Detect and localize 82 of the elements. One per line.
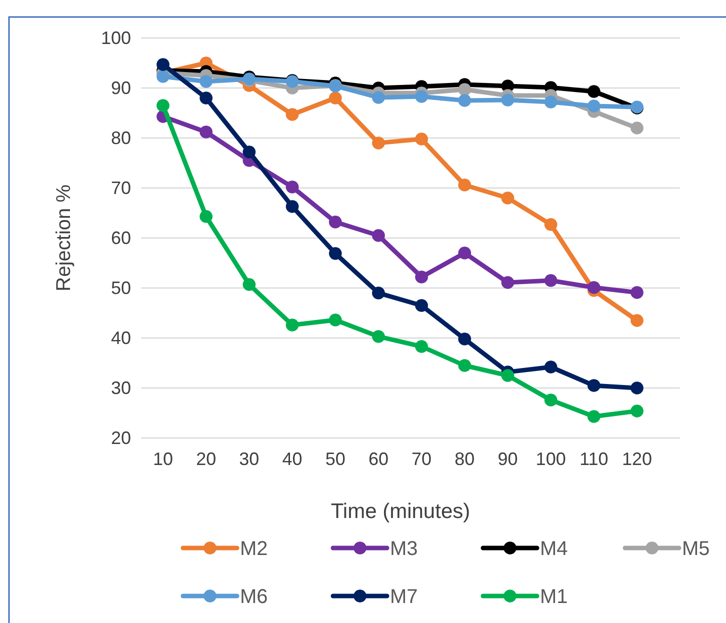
x-tick-label: 10: [152, 448, 174, 469]
point: [630, 404, 644, 418]
point: [372, 286, 385, 300]
point: [544, 218, 558, 231]
point: [458, 83, 472, 96]
point: [156, 58, 170, 71]
point: [544, 394, 558, 406]
legend-label: M3: [390, 538, 418, 560]
point: [286, 200, 299, 213]
x-axis-title: Time (minutes): [330, 500, 470, 523]
point: [372, 330, 385, 343]
point: [372, 136, 385, 150]
y-tick-label: 90: [110, 78, 131, 98]
point: [587, 281, 600, 294]
legend-label: M4: [540, 538, 568, 560]
x-tick-label: 90: [498, 448, 518, 469]
point: [501, 94, 514, 106]
x-tick-label: 30: [239, 448, 260, 469]
x-tick-label: 40: [282, 448, 302, 469]
point: [286, 318, 299, 332]
point: [544, 360, 558, 374]
point: [242, 278, 256, 291]
x-tick-label: 50: [325, 448, 346, 469]
point: [286, 108, 299, 121]
point: [587, 379, 600, 392]
x-tick-label: 120: [622, 448, 652, 469]
point: [630, 382, 644, 394]
point: [200, 75, 213, 88]
x-tick-label: 80: [454, 448, 475, 469]
point: [544, 274, 558, 287]
y-tick-label: 60: [110, 228, 131, 248]
y-tick-label: 100: [100, 28, 131, 48]
point: [372, 229, 385, 242]
point: [286, 180, 299, 194]
y-tick-label: 40: [110, 328, 131, 348]
point: [458, 94, 472, 107]
point: [200, 210, 213, 223]
y-axis-title: Rejection %: [53, 184, 75, 292]
point: [415, 270, 428, 284]
point: [372, 91, 385, 104]
point: [458, 359, 472, 372]
y-tick-label: 70: [110, 178, 131, 198]
x-tick-label: 70: [412, 448, 432, 469]
y-tick-label: 50: [110, 278, 131, 298]
point: [458, 246, 472, 260]
x-tick-label: 20: [196, 448, 216, 469]
y-tick-label: 80: [110, 128, 131, 148]
point: [200, 126, 213, 138]
legend-label: M2: [240, 538, 268, 560]
point: [415, 90, 428, 103]
legend-label: M5: [682, 538, 710, 560]
point: [630, 314, 644, 327]
x-tick-label: 110: [580, 448, 608, 469]
point: [630, 286, 644, 299]
point: [458, 332, 472, 346]
point: [328, 314, 342, 326]
point: [415, 340, 428, 353]
legend-label: M6: [240, 586, 268, 608]
point: [587, 100, 600, 112]
point: [587, 85, 600, 98]
point: [587, 410, 600, 423]
x-tick-label: 100: [536, 448, 566, 469]
point: [501, 192, 514, 204]
point: [328, 247, 342, 260]
point: [328, 216, 342, 228]
x-tick-label: 60: [368, 448, 388, 469]
point: [544, 96, 558, 108]
point: [415, 132, 428, 146]
legend-label: M7: [390, 586, 418, 608]
point: [156, 99, 170, 112]
legend-label: M1: [540, 586, 568, 608]
point: [501, 369, 514, 382]
point: [156, 70, 170, 83]
point: [200, 92, 213, 104]
point: [242, 146, 256, 158]
y-tick-label: 20: [110, 428, 131, 448]
point: [415, 299, 428, 312]
point: [458, 178, 472, 192]
point: [501, 276, 514, 289]
y-tick-label: 30: [110, 378, 131, 398]
point: [328, 92, 342, 104]
point: [630, 122, 644, 134]
